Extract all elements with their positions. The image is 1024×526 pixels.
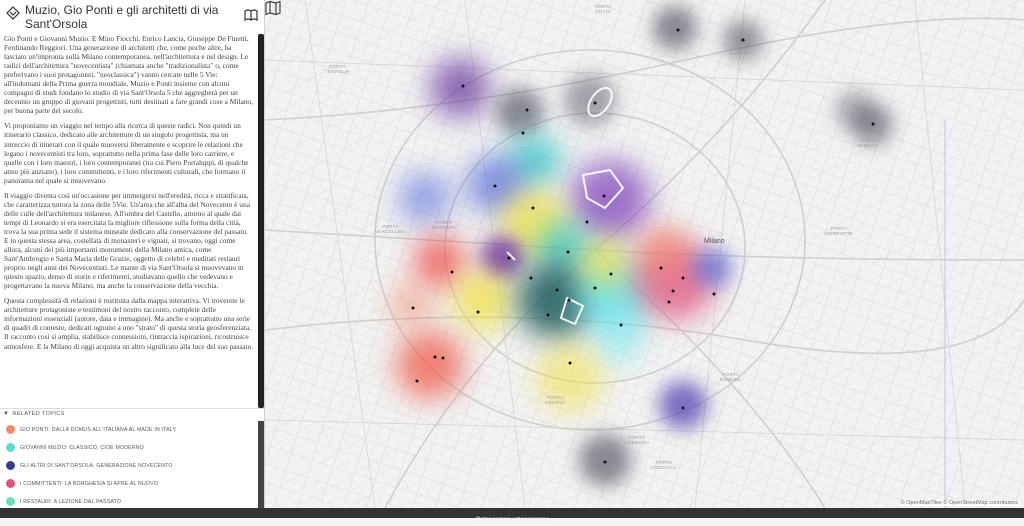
point-markers: [411, 28, 875, 464]
topic-dot-icon: [6, 443, 15, 452]
topic-label: GIO PONTI: DALLA DOMUS ALL'ITALIANA AL M…: [20, 427, 177, 433]
topic-label: GLI ALTRI DI SANT'ORSOLA: GENERAZIONE NO…: [20, 463, 173, 469]
heatmap-layer: [390, 6, 893, 486]
text-scrollbar[interactable]: [258, 34, 264, 408]
sidebar-panel: Muzio, Gio Ponti e gli architetti di via…: [0, 0, 265, 508]
place-label: PORTA VERCELLINA: [375, 224, 407, 234]
topic-item[interactable]: GIOVANNI MUZIO: CLASSICO, CIOÈ MODERNO: [4, 443, 254, 453]
place-label: PORTA LODOVICA: [651, 460, 677, 470]
city-label: Milano: [704, 238, 725, 245]
intro-paragraph: Il viaggio diventa così un'occasione per…: [4, 190, 250, 291]
related-topics-heading: RELATED TOPICS: [12, 411, 65, 417]
topic-item[interactable]: GLI ALTRI DI SANT'ORSOLA: GENERAZIONE NO…: [4, 461, 254, 471]
topic-dot-icon: [6, 479, 15, 488]
related-scrollbar[interactable]: [258, 421, 264, 508]
map-view[interactable]: PORTA VOLTA PORTA NUOVA PORTA TENAGLIA T…: [265, 0, 1024, 508]
place-label: PORTA GENOVA: [545, 395, 566, 405]
related-topics: ▼ RELATED TOPICS GIO PONTI: DALLA DOMUS A…: [0, 408, 264, 508]
intro-paragraph: Gio Ponti e Giovanni Muzio. E Mino Fiocc…: [4, 34, 253, 116]
related-topics-toggle[interactable]: ▼ RELATED TOPICS: [3, 411, 65, 417]
panel-header: Muzio, Gio Ponti e gli architetti di via…: [0, 0, 264, 34]
place-label: PORTA VOLTA: [595, 4, 612, 14]
place-label: PORTA MAGENTA: [432, 220, 457, 230]
topic-label: I RESTAURI: A LEZIONE DAL PASSATO: [20, 499, 122, 505]
scrollbar-thumb[interactable]: [258, 34, 264, 408]
intro-paragraph: Vi proponiamo un viaggio nel tempo alla …: [4, 121, 249, 185]
map-icon[interactable]: [265, 0, 281, 16]
street-map: [265, 0, 1024, 508]
topic-dot-icon: [6, 497, 15, 506]
topic-item[interactable]: GIO PONTI: DALLA DOMUS ALL'ITALIANA AL M…: [4, 425, 254, 435]
place-label: PORTA VENEZIA: [857, 138, 879, 148]
place-label: PORTA MONFORTE: [825, 226, 854, 236]
topic-dot-icon: [6, 425, 15, 434]
map-attribution[interactable]: © OpenMapTiles © OpenStreetMap contribut…: [898, 500, 1020, 506]
topic-label: GIOVANNI MUZIO: CLASSICO, CIOÈ MODERNO: [20, 445, 144, 451]
topic-label: I COMMITTENTI: LA BORGHESIA SI APRE AL N…: [20, 481, 159, 487]
topic-item[interactable]: I COMMITTENTI: LA BORGHESIA SI APRE AL N…: [4, 479, 254, 489]
chevron-down-icon: ▼: [3, 411, 10, 417]
place-label: TORRE SFORZA: [517, 120, 538, 130]
panel-title: Muzio, Gio Ponti e gli architetti di via…: [25, 3, 219, 31]
topic-item[interactable]: I RESTAURI: A LEZIONE DAL PASSATO: [4, 497, 254, 507]
topic-dot-icon: [6, 461, 15, 470]
diamond-logo-icon: [6, 6, 20, 20]
place-label: PORTA NUOVA: [729, 46, 747, 56]
place-label: PORTA VIGENTINA: [623, 435, 650, 445]
intro-text: Gio Ponti e Giovanni Muzio. E Mino Fiocc…: [0, 34, 258, 408]
place-label: PORTA TENAGLIA: [325, 64, 350, 74]
place-label: PORTA ROMANA: [720, 372, 742, 382]
book-icon[interactable]: [243, 7, 259, 23]
intro-paragraph: Questa complessità di relazioni è restit…: [4, 296, 254, 351]
footer-bar: @stgoecmap-urbangenome: [0, 508, 1024, 523]
